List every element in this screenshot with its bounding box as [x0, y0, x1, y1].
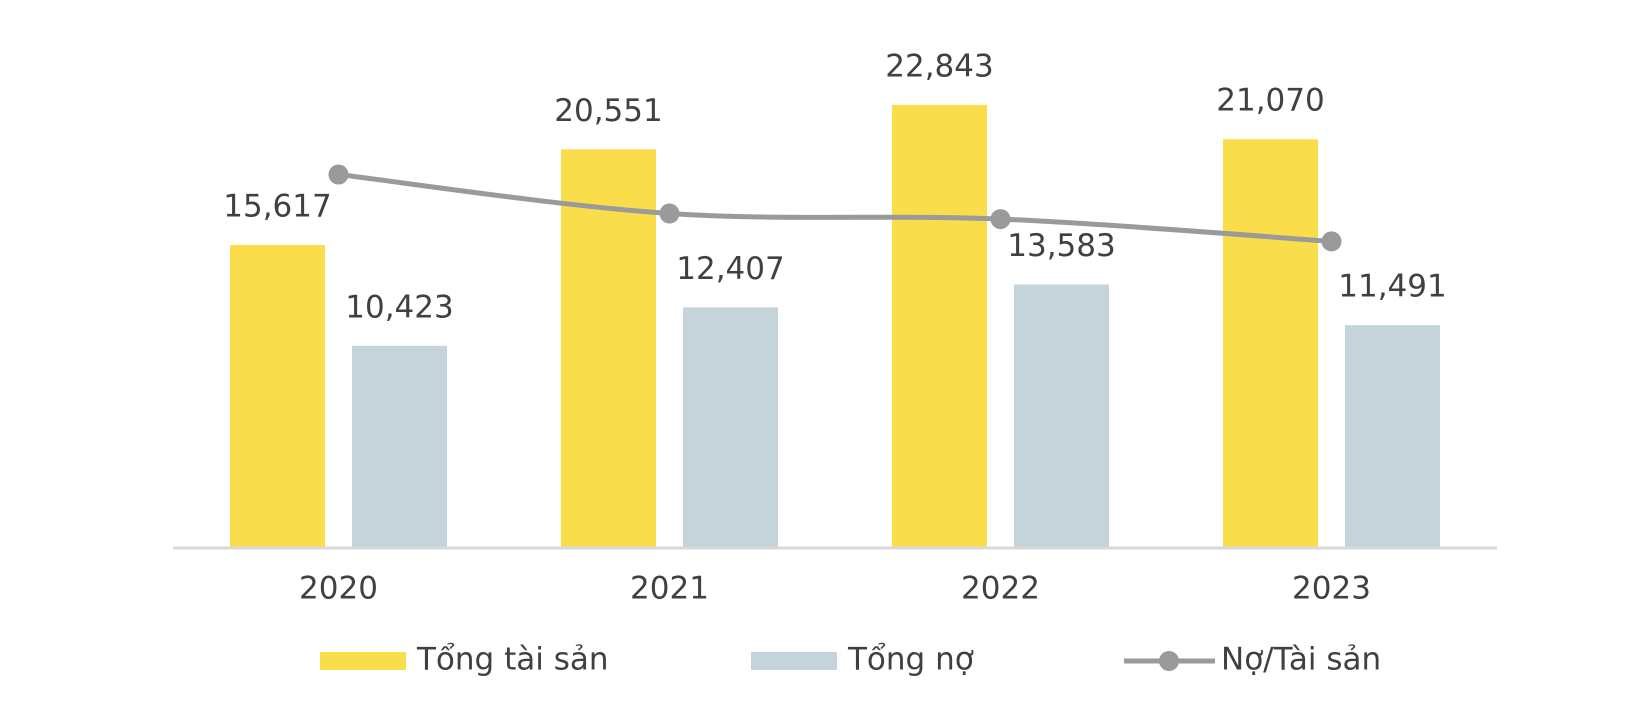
data-label: 22,843 [885, 48, 993, 84]
bar [892, 104, 987, 549]
data-label: 20,551 [554, 93, 662, 129]
data-label: 10,423 [345, 289, 453, 325]
x-tick-label: 2020 [299, 571, 378, 607]
data-label: 21,070 [1216, 83, 1324, 119]
bar [352, 345, 447, 548]
bar [1345, 325, 1440, 548]
bar [230, 245, 325, 548]
line-marker [328, 164, 349, 185]
legend-swatch [751, 652, 837, 670]
bar [683, 307, 778, 548]
data-label: 15,617 [223, 189, 331, 225]
bar [561, 149, 656, 548]
x-tick-label: 2023 [1292, 571, 1371, 607]
line [338, 172, 1332, 244]
bar [1014, 284, 1109, 548]
data-label: 11,491 [1338, 269, 1446, 305]
data-label: 13,583 [1007, 228, 1115, 264]
legend-label: Tổng tài sản [416, 642, 609, 678]
x-tick-label: 2022 [961, 571, 1040, 607]
line-marker [659, 203, 680, 224]
x-tick-label: 2021 [630, 571, 709, 607]
legend-marker [1159, 651, 1179, 671]
legend-swatch [320, 652, 406, 670]
data-label: 12,407 [676, 251, 784, 287]
bar [1223, 139, 1318, 548]
legend-label: Nợ/Tài sản [1221, 642, 1381, 678]
legend-label: Tổng nợ [847, 642, 974, 678]
line-marker [990, 209, 1011, 230]
line-marker [1321, 231, 1342, 252]
